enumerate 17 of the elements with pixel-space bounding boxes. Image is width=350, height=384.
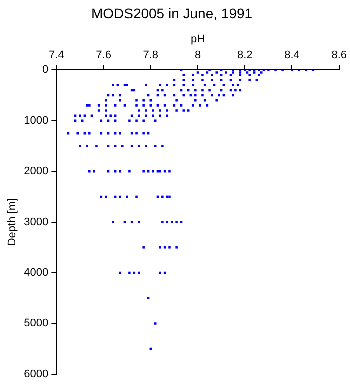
x-tick-label: 8.6 bbox=[332, 50, 348, 62]
y-tick-label: 3000 bbox=[24, 216, 49, 228]
x-tick-label: 7.8 bbox=[143, 50, 159, 62]
x-tick-label: 8.2 bbox=[237, 50, 253, 62]
x-tick-label: 8 bbox=[194, 50, 202, 62]
y-tick-label: 4000 bbox=[24, 267, 49, 280]
x-tick-label: 7.6 bbox=[96, 50, 112, 62]
y-tick-label: 1000 bbox=[24, 114, 49, 127]
y-tick-label: 6000 bbox=[24, 368, 49, 380]
y-tick-label: 2000 bbox=[24, 166, 49, 178]
y-axis-title: Depth [m] bbox=[6, 198, 19, 246]
y-tick-label: 5000 bbox=[24, 318, 49, 330]
x-tick-label: 8.4 bbox=[284, 50, 300, 62]
y-tick-label: 0 bbox=[42, 64, 49, 76]
x-axis-title: pH bbox=[190, 33, 206, 46]
chart-title: MODS2005 in June, 1991 bbox=[91, 5, 253, 22]
x-tick-label: 7.4 bbox=[49, 50, 64, 62]
